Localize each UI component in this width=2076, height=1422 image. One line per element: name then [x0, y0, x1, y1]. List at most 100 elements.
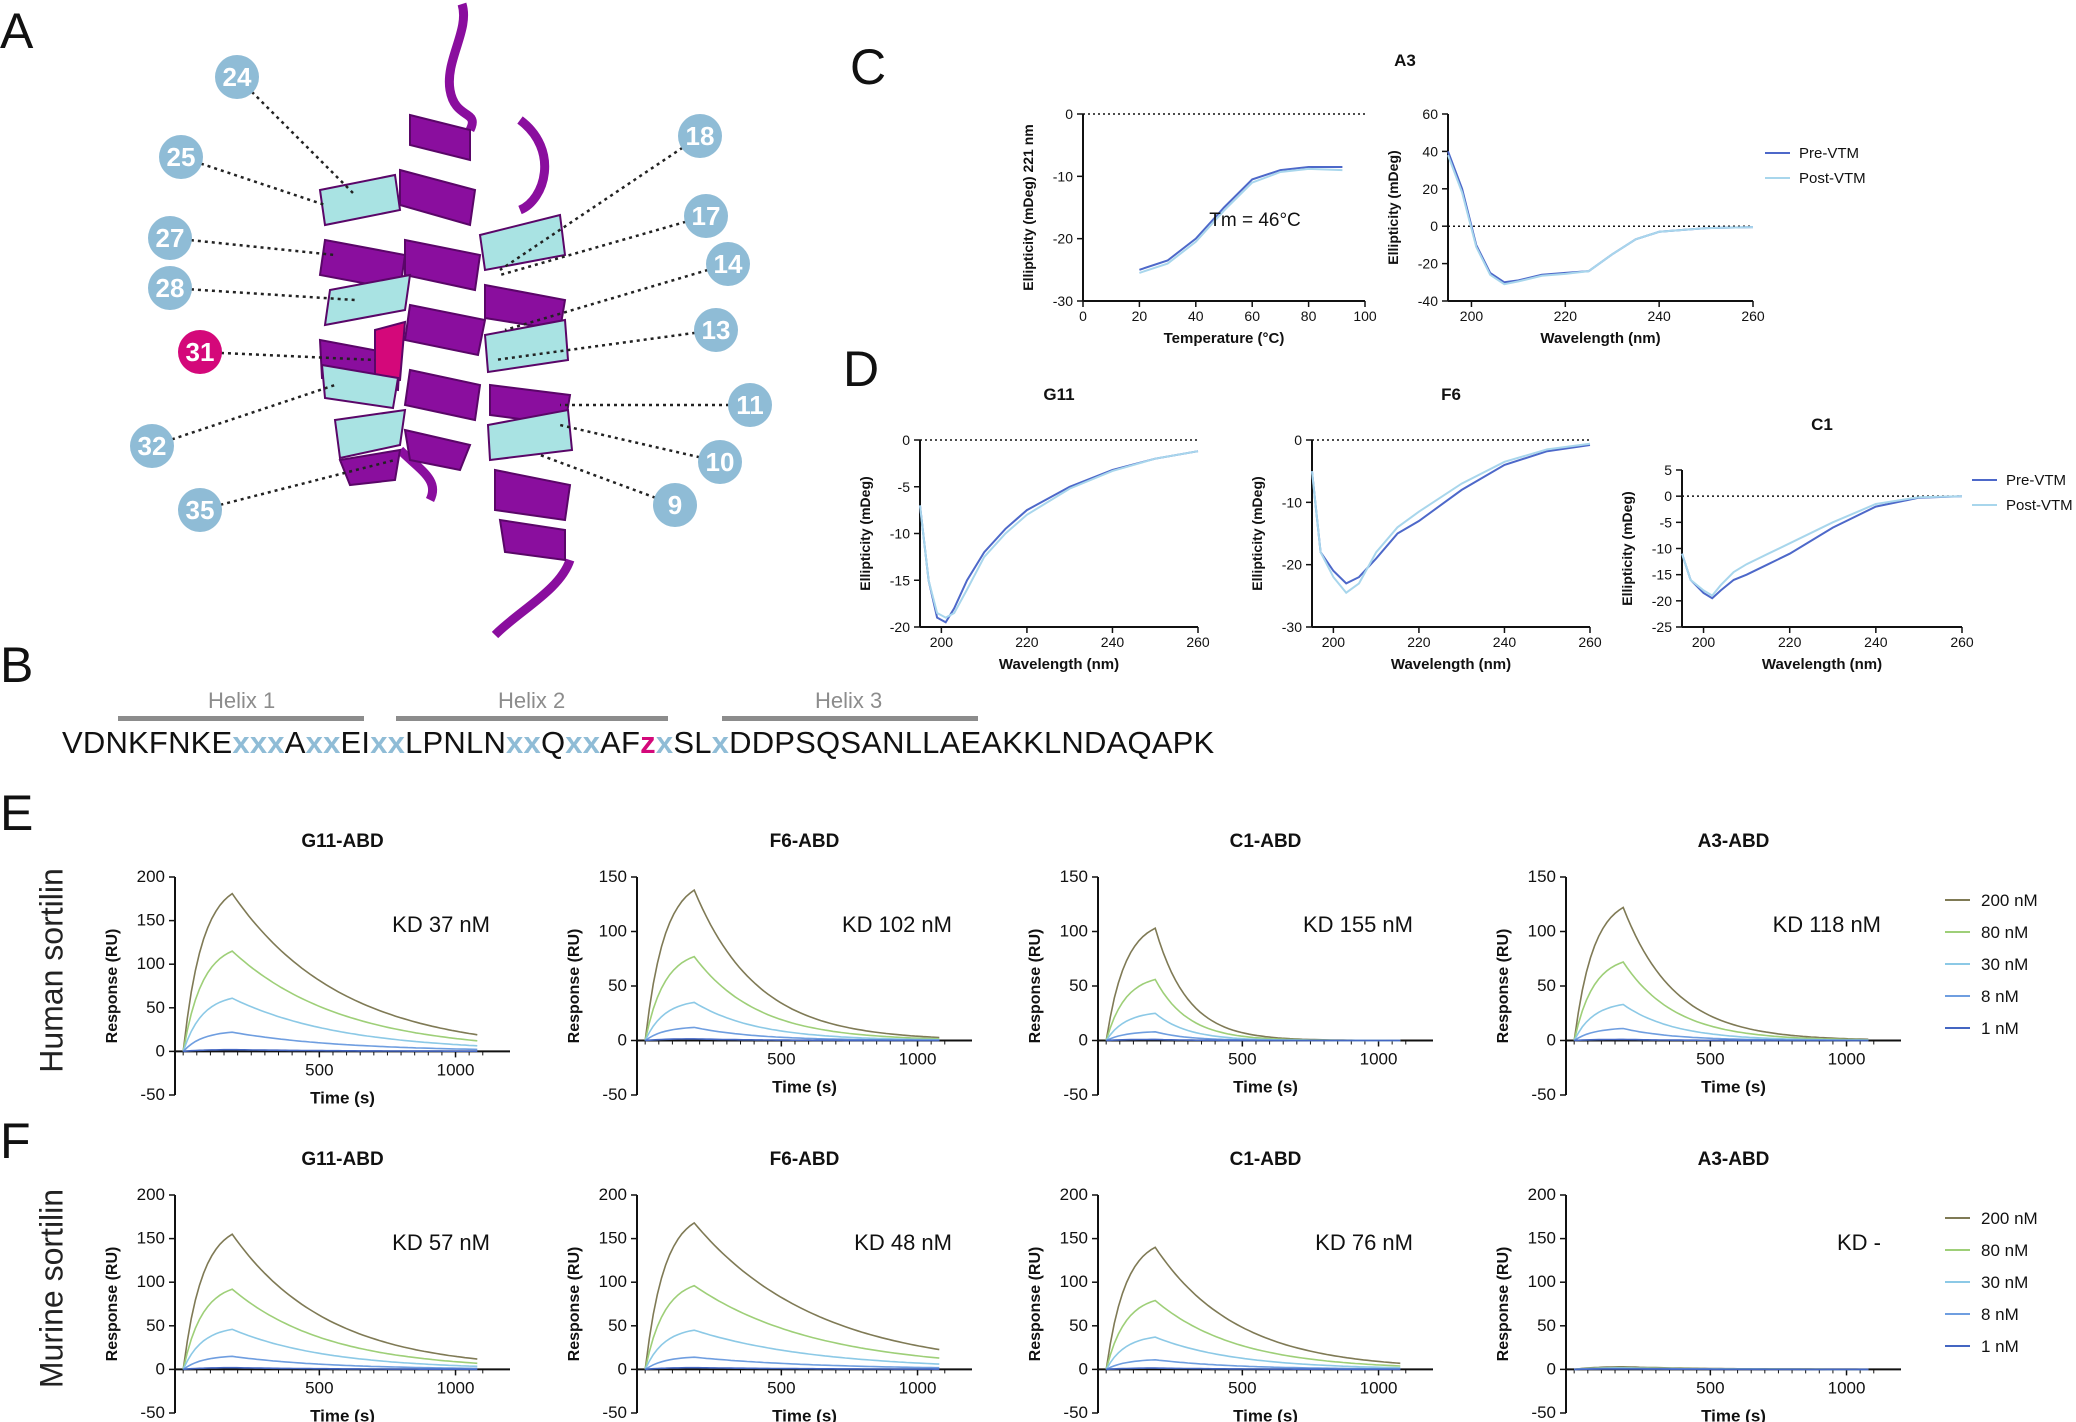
series-line-1-nm	[1106, 1367, 1401, 1371]
residue-variable: xxx	[232, 725, 285, 760]
y-tick-label: -50	[140, 1085, 165, 1104]
tm-annotation: Tm = 46°C	[1209, 210, 1301, 231]
position-marker-31	[178, 330, 222, 374]
x-tick-label: 220	[1015, 634, 1039, 650]
y-tick-label: 0	[1547, 1031, 1556, 1050]
loop-bottom	[491, 558, 575, 639]
loop-top	[444, 2, 477, 133]
chart-c_melt: A3 0 -10 -20 -30 0 20 40 60 80 100 Temperature (°C)…	[1020, 51, 1416, 347]
y-tick-label: 100	[599, 922, 627, 941]
y-tick-label: 0	[618, 1031, 627, 1050]
x-axis-label: Time (s)	[772, 1406, 837, 1422]
position-label-9: 9	[668, 490, 682, 520]
y-tick-label: 100	[599, 1272, 627, 1291]
series-line-30-nm	[182, 1328, 478, 1370]
x-tick-label: 260	[1578, 634, 1602, 650]
legend-label: 8 nM	[1981, 1305, 2019, 1324]
y-tick-label: 0	[618, 1359, 627, 1378]
series-line-8-nm	[182, 1031, 478, 1052]
helix-3-bar	[722, 716, 978, 721]
chart-title: F6	[1441, 385, 1461, 404]
chart-title: A3-ABD	[1698, 1149, 1770, 1170]
y-axis-label: Response (RU)	[104, 929, 121, 1044]
helix-2	[399, 113, 487, 472]
series-line-80-nm	[1573, 961, 1869, 1041]
chart-d_f6: F6 0 -10 -20 -30 200 220 240 260 Wavelength (nm) E…	[1249, 385, 1602, 673]
y-tick-label: 0	[1294, 432, 1302, 448]
x-axis-label: Wavelength (nm)	[999, 656, 1119, 673]
position-label-28: 28	[156, 273, 185, 303]
y-tick-label: 50	[1537, 1316, 1556, 1335]
chart-title: C1-ABD	[1230, 831, 1302, 852]
x-tick-label: 220	[1778, 634, 1802, 650]
panel-label-d: D	[843, 341, 880, 397]
panel-label-e: E	[0, 785, 34, 841]
y-tick-label: 150	[1060, 867, 1088, 886]
series-line-post-vtm	[1681, 495, 1963, 597]
y-tick-label: 20	[1422, 181, 1438, 197]
series-line-post-vtm	[1139, 167, 1343, 274]
residue-variable: xx	[506, 725, 541, 760]
y-tick-label: -10	[890, 526, 910, 542]
x-tick-label: 80	[1301, 308, 1317, 324]
chart-title: A3	[1394, 51, 1416, 70]
position-label-17: 17	[692, 201, 721, 231]
series-line-80-nm	[644, 955, 940, 1041]
x-tick-label: 500	[305, 1060, 333, 1079]
callout-line	[499, 214, 707, 277]
x-tick-label: 1000	[437, 1378, 475, 1397]
panel-label-c: C	[850, 39, 887, 95]
position-label-32: 32	[138, 431, 167, 461]
chart-d_g11: G11 0 -5 -10 -15 -20 200 220 240 260 Wavelength (n…	[857, 385, 1210, 673]
y-tick-label: 0	[156, 1041, 165, 1060]
x-axis-label: Time (s)	[1701, 1078, 1766, 1097]
position-label-18: 18	[686, 121, 715, 151]
helix-3-label: Helix 3	[815, 688, 883, 713]
position-marker-13	[694, 308, 738, 352]
series-line-30-nm	[1573, 1003, 1869, 1041]
x-tick-label: 500	[1228, 1050, 1256, 1069]
position-label-14: 14	[714, 249, 743, 279]
legend-label: Pre-VTM	[2006, 472, 2066, 489]
y-axis-label: Response (RU)	[1027, 929, 1044, 1044]
y-tick-label: 200	[1060, 1185, 1088, 1204]
y-tick-label: 50	[608, 976, 627, 995]
series-line-200-nm	[644, 1221, 940, 1370]
y-axis-label: Ellipticity (mDeg)	[857, 476, 873, 590]
y-tick-label: 150	[1528, 867, 1556, 886]
y-tick-label: -20	[1282, 557, 1302, 573]
loop-right	[517, 116, 550, 215]
y-axis-label: Response (RU)	[566, 929, 583, 1044]
legend-label: Pre-VTM	[1799, 145, 1859, 162]
series-line-pre-vtm	[919, 450, 1199, 624]
x-tick-label: 240	[1647, 308, 1671, 324]
legend-label: 1 nM	[1981, 1337, 2019, 1356]
y-tick-label: 50	[608, 1316, 627, 1335]
kd-annotation: KD 155 nM	[1303, 912, 1413, 937]
spr-legend-f: 200 nM 80 nM 30 nM 8 nM 1 nM	[1945, 1209, 2038, 1356]
y-axis-label: Ellipticity (mDeg)	[1619, 491, 1635, 605]
y-tick-label: 150	[599, 867, 627, 886]
y-tick-label: -20	[890, 619, 910, 635]
residue-variable: xx	[370, 725, 406, 760]
y-tick-label: -50	[1531, 1085, 1556, 1104]
y-tick-label: 100	[1060, 922, 1088, 941]
x-tick-label: 40	[1188, 308, 1204, 324]
position-marker-14	[706, 242, 750, 286]
y-tick-label: -30	[1282, 619, 1302, 635]
x-axis-label: Wavelength (nm)	[1540, 330, 1660, 347]
series-line-post-vtm	[919, 450, 1199, 619]
y-tick-label: 40	[1422, 143, 1438, 159]
x-tick-label: 220	[1554, 308, 1578, 324]
x-tick-label: 500	[1696, 1378, 1724, 1397]
x-tick-label: 1000	[1828, 1050, 1866, 1069]
y-axis-label: Ellipticity (mDeg) 221 nm	[1020, 124, 1036, 290]
y-tick-label: -10	[1053, 168, 1073, 184]
series-line-pre-vtm	[1139, 166, 1343, 271]
callout-line	[494, 328, 717, 362]
residue-variable: x	[711, 725, 730, 760]
